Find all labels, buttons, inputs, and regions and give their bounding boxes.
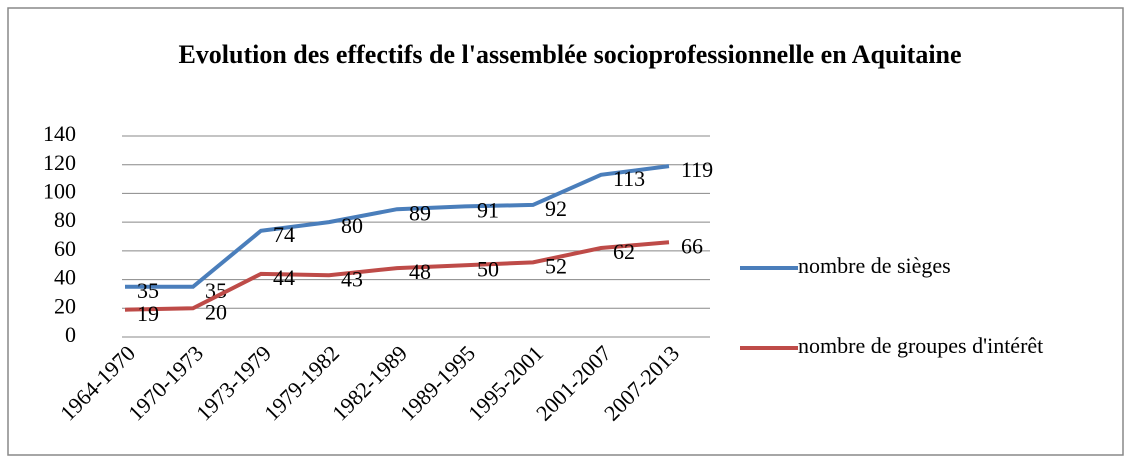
data-label: 113: [613, 166, 645, 191]
data-label: 91: [477, 197, 499, 222]
series-line: [124, 240, 670, 312]
chart-title: Evolution des effectifs de l'assemblée s…: [178, 40, 962, 69]
data-label: 66: [681, 233, 703, 258]
data-label: 80: [341, 213, 363, 238]
legend-label: nombre de groupes d'intérêt: [798, 333, 1043, 358]
legend-label: nombre de sièges: [798, 253, 951, 278]
y-tick-label: 0: [65, 322, 76, 347]
y-tick-label: 140: [43, 121, 76, 146]
data-label: 35: [205, 278, 227, 303]
data-label: 20: [205, 299, 227, 324]
data-label: 44: [273, 265, 295, 290]
data-label: 35: [137, 278, 159, 303]
data-label: 62: [613, 239, 635, 264]
data-label: 119: [681, 157, 713, 182]
y-tick-label: 40: [54, 265, 76, 290]
y-tick-label: 120: [43, 150, 76, 175]
data-label: 92: [545, 196, 567, 221]
y-tick-label: 60: [54, 236, 76, 261]
data-label: 50: [477, 256, 499, 281]
data-label: 19: [137, 301, 159, 326]
data-label: 89: [409, 200, 431, 225]
data-label: 52: [545, 253, 567, 278]
series-line: [125, 164, 670, 289]
y-tick-label: 80: [54, 207, 76, 232]
chart-border: [7, 7, 1124, 456]
data-label: 74: [273, 222, 295, 247]
data-label: 43: [341, 266, 363, 291]
data-label: 48: [409, 259, 431, 284]
y-tick-label: 20: [54, 293, 76, 318]
x-tick-label: 2007-2013: [599, 340, 684, 425]
y-tick-label: 100: [43, 178, 76, 203]
